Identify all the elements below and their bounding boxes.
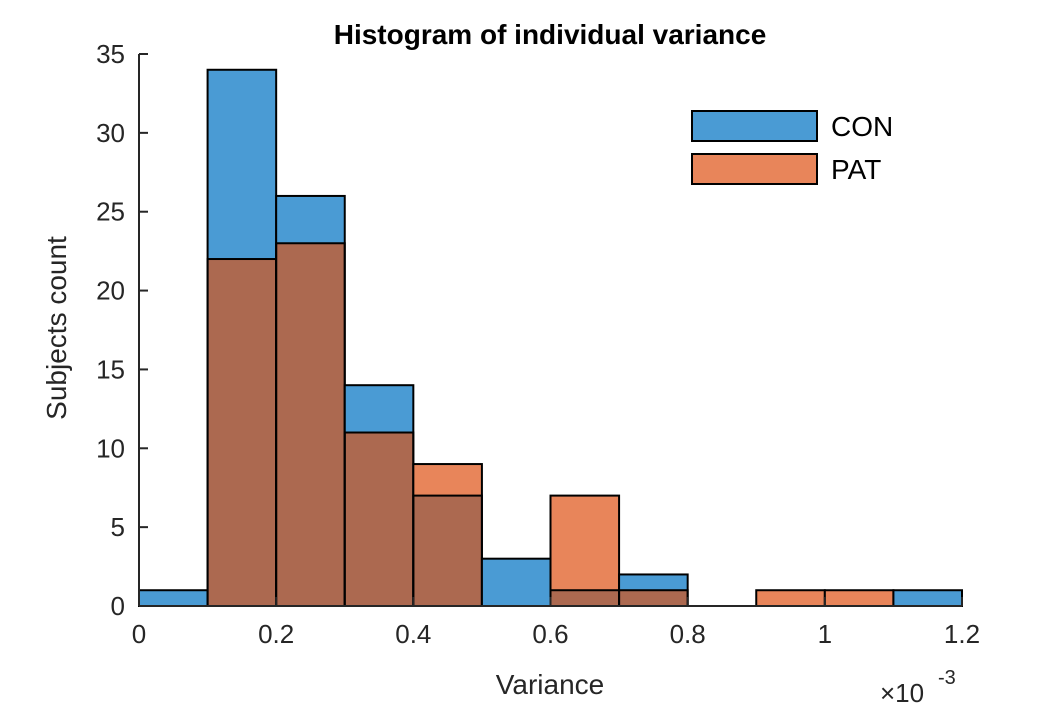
x-tick-label: 0.2 (258, 619, 294, 649)
y-tick-label: 35 (96, 39, 125, 69)
bar-overlap (276, 243, 345, 606)
y-tick-label: 30 (96, 118, 125, 148)
x-exponent-power: -3 (938, 667, 956, 689)
y-tick-label: 25 (96, 197, 125, 227)
x-tick-label: 1 (818, 619, 832, 649)
chart-title: Histogram of individual variance (334, 19, 767, 50)
x-tick-label: 0 (132, 619, 146, 649)
y-tick-label: 10 (96, 433, 125, 463)
bar-con (276, 195, 345, 244)
bar-pat (756, 590, 825, 606)
bar-con (207, 69, 277, 260)
y-axis-label: Subjects count (41, 236, 72, 420)
bar-pat (824, 590, 894, 606)
legend-label-pat: PAT (831, 154, 881, 185)
legend-label-con: CON (831, 111, 893, 142)
y-tick-label: 5 (111, 512, 125, 542)
y-tick-label: 20 (96, 276, 125, 306)
bar-con (481, 558, 551, 606)
bar-con (344, 385, 414, 433)
bar-pat (550, 495, 620, 591)
x-tick-label: 0.8 (670, 619, 706, 649)
bar-pat (413, 464, 482, 496)
bar-con (893, 590, 962, 606)
y-tick-label: 15 (96, 354, 125, 384)
bar-overlap (344, 432, 414, 606)
x-tick-label: 0.6 (532, 619, 568, 649)
x-exponent-base: ×10 (880, 678, 924, 708)
y-tick-label: 0 (111, 591, 125, 621)
bar-overlap (207, 259, 277, 606)
x-axis-exponent: ×10 -3 (880, 667, 956, 708)
bars-layer (138, 68, 964, 608)
legend-swatch-con (691, 110, 818, 142)
legend: CON PAT (691, 110, 893, 185)
axes: 0 0.2 0.4 0.6 0.8 1 1.2 0 5 10 15 20 25 30 35 (96, 39, 980, 649)
bar-con (619, 574, 688, 591)
bar-con (139, 590, 208, 606)
x-tick-label: 1.2 (944, 619, 980, 649)
bar-overlap (550, 590, 620, 606)
bar-overlap (619, 590, 688, 606)
bar-overlap (413, 495, 482, 606)
x-tick-label: 0.4 (395, 619, 431, 649)
x-axis-label: Variance (496, 669, 604, 700)
legend-swatch-pat (691, 153, 818, 185)
